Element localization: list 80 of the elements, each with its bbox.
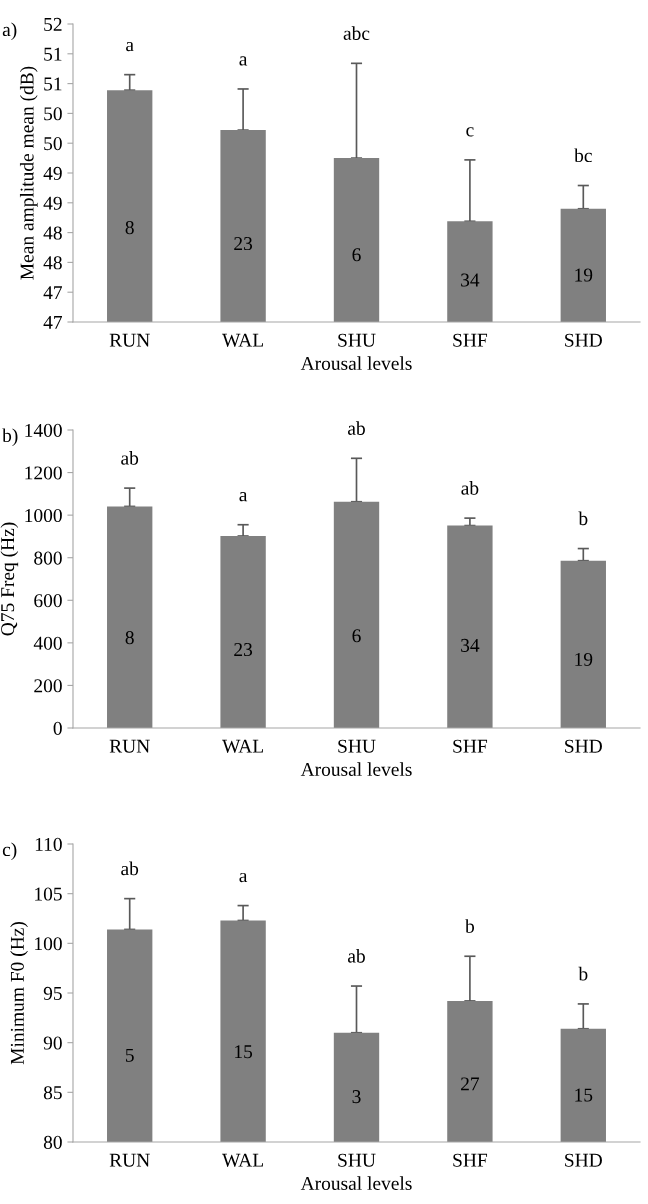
- y-tick-label: 50: [44, 137, 62, 151]
- x-tick-label: SHF: [453, 1153, 488, 1167]
- x-tick-label: WAL: [222, 1153, 263, 1167]
- annotation: 3: [352, 1090, 361, 1104]
- annotation: a: [239, 492, 248, 502]
- y-tick-label: 200: [34, 679, 62, 693]
- y-tick-label: 49: [43, 196, 62, 210]
- y-tick-label: 110: [35, 837, 62, 851]
- y-tick-label: 85: [43, 1086, 62, 1100]
- x-tick-label: RUN: [109, 739, 150, 753]
- y-tick-label: 51: [44, 47, 62, 61]
- y-tick-label: 47: [43, 315, 63, 329]
- annotation: 34: [461, 638, 480, 652]
- x-tick-label: SHD: [565, 333, 602, 347]
- y-tick-label: 800: [34, 551, 62, 565]
- y-tick-label: 105: [35, 887, 62, 901]
- y-axis-title: Minimum F0 (Hz): [10, 922, 28, 1065]
- x-tick-label: WAL: [222, 333, 263, 347]
- annotation: 8: [125, 221, 134, 235]
- x-tick-label: RUN: [109, 333, 150, 347]
- y-tick-label: 1400: [25, 423, 62, 437]
- annotation: 23: [234, 237, 253, 251]
- annotation: a: [126, 41, 134, 52]
- y-axis-title: Q75 Freq (Hz): [0, 522, 19, 636]
- annotation: 8: [125, 631, 134, 645]
- y-tick-label: 1000: [25, 508, 62, 523]
- annotation: 15: [235, 1045, 253, 1059]
- annotation: ab: [461, 481, 479, 495]
- annotation: 6: [352, 629, 361, 643]
- annotation: a: [239, 56, 248, 66]
- annotation: 34: [461, 273, 480, 287]
- x-axis-title: Arousal levels: [300, 1176, 412, 1190]
- y-tick-label: 47: [43, 286, 63, 299]
- y-tick-label: 48: [43, 226, 62, 240]
- annotation: ab: [121, 861, 139, 876]
- annotation: ab: [348, 948, 365, 963]
- chart-title: a): [2, 22, 17, 41]
- y-axis-title: Mean amplitude mean (dB): [19, 66, 38, 280]
- x-tick-label: SHU: [338, 739, 376, 753]
- annotation: bc: [574, 148, 592, 163]
- annotation: 15: [575, 1088, 593, 1102]
- y-tick-label: 1200: [25, 466, 62, 480]
- y-tick-label: 51: [44, 77, 62, 91]
- x-axis-title: Arousal levels: [300, 356, 412, 370]
- y-tick-label: 49: [43, 166, 62, 180]
- x-tick-label: SHF: [453, 333, 488, 347]
- annotation: abc: [343, 26, 370, 40]
- y-tick-label: 48: [43, 256, 62, 270]
- annotation: 27: [461, 1077, 480, 1091]
- x-tick-label: RUN: [109, 1153, 150, 1167]
- annotation: 19: [575, 652, 593, 666]
- annotation: b: [578, 511, 588, 526]
- x-axis-title: Arousal levels: [300, 762, 412, 776]
- annotation: ab: [348, 421, 365, 435]
- chart-title: b): [2, 428, 18, 447]
- x-tick-label: SHF: [453, 739, 488, 753]
- x-tick-label: SHU: [338, 1153, 376, 1167]
- chart-title: c): [2, 842, 17, 861]
- y-tick-label: 52: [44, 17, 62, 31]
- y-tick-label: 80: [43, 1135, 62, 1149]
- y-tick-label: 100: [35, 937, 62, 951]
- x-tick-label: WAL: [222, 739, 263, 753]
- annotation: 5: [125, 1048, 134, 1062]
- annotation: b: [578, 966, 588, 981]
- x-tick-label: SHD: [565, 1153, 602, 1167]
- annotation: b: [465, 919, 475, 933]
- annotation: c: [466, 127, 474, 137]
- y-tick-label: 90: [43, 1036, 62, 1050]
- annotation: 23: [234, 643, 253, 657]
- annotation: a: [239, 872, 248, 883]
- annotation: ab: [121, 451, 139, 465]
- y-tick-label: 50: [44, 107, 62, 121]
- annotation: 19: [575, 268, 593, 282]
- y-tick-label: 0: [53, 721, 62, 735]
- y-tick-label: 400: [33, 636, 62, 650]
- y-tick-label: 95: [43, 986, 62, 1000]
- y-tick-label: 600: [34, 594, 62, 608]
- annotation: 6: [352, 248, 361, 262]
- x-tick-label: SHU: [338, 333, 376, 347]
- x-tick-label: SHD: [565, 739, 602, 753]
